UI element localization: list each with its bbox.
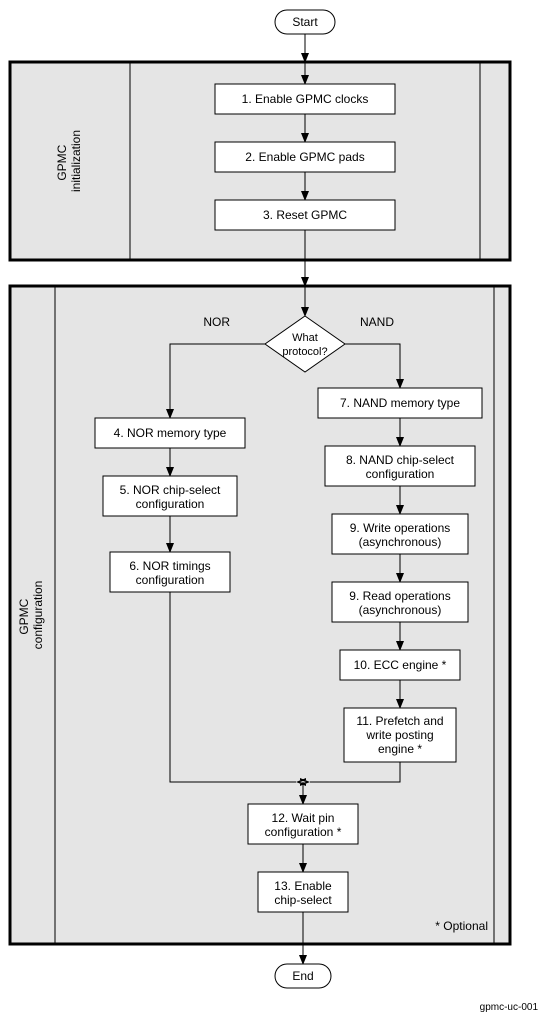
- node-n7-label: 7. NAND memory type: [340, 396, 460, 410]
- node-n13-label: chip-select: [274, 893, 332, 907]
- end-label: End: [292, 969, 313, 983]
- edge-label-nand: NAND: [360, 315, 394, 329]
- end-terminator: End: [275, 964, 331, 988]
- node-n9b-label: 9. Read operations: [349, 589, 450, 603]
- node-n2-label: 2. Enable GPMC pads: [245, 150, 364, 164]
- node-n5-label: configuration: [136, 497, 205, 511]
- node-n11-label: engine *: [378, 742, 422, 756]
- node-n1-label: 1. Enable GPMC clocks: [242, 92, 369, 106]
- reference-label: gpmc-uc-001: [480, 1002, 539, 1013]
- node-n6-label: 6. NOR timings: [129, 559, 210, 573]
- node-n9a-label: 9. Write operations: [350, 521, 451, 535]
- node-n12-label: 12. Wait pin: [272, 811, 335, 825]
- node-n9b-label: (asynchronous): [359, 603, 442, 617]
- optional-note: * Optional: [435, 919, 488, 933]
- node-n6-label: configuration: [136, 573, 205, 587]
- edge-label-nor: NOR: [203, 315, 230, 329]
- start-terminator: Start: [275, 10, 335, 34]
- node-n11-label: write posting: [365, 728, 433, 742]
- node-n11-label: 11. Prefetch and: [356, 714, 443, 728]
- node-n12-label: configuration *: [265, 825, 342, 839]
- flowchart-diagram: Start GPMC initialization 1. Enable GPMC…: [0, 0, 541, 1018]
- node-n9a-label: (asynchronous): [359, 535, 442, 549]
- node-n4-label: 4. NOR memory type: [114, 426, 227, 440]
- start-label: Start: [292, 15, 318, 29]
- node-n8-label: configuration: [366, 467, 435, 481]
- node-n8-label: 8. NAND chip-select: [346, 453, 455, 467]
- node-n3-label: 3. Reset GPMC: [263, 208, 347, 222]
- node-n13-label: 13. Enable: [274, 879, 332, 893]
- node-n10-label: 10. ECC engine *: [354, 658, 447, 672]
- decision-label: protocol?: [282, 346, 327, 358]
- node-n5-label: 5. NOR chip-select: [120, 483, 221, 497]
- decision-label: What: [292, 332, 318, 344]
